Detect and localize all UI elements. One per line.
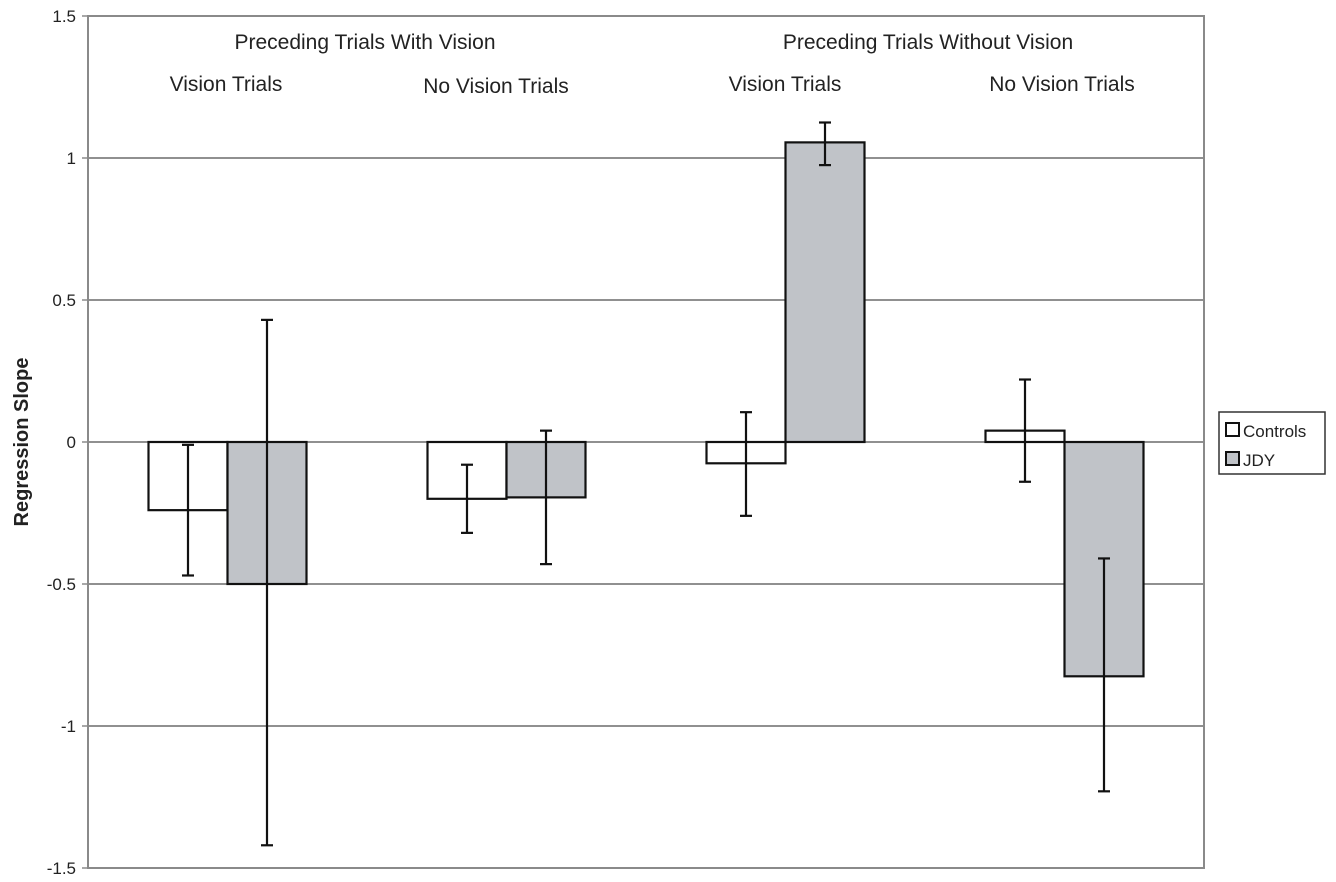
group-header-with-vision: Preceding Trials With Vision — [234, 31, 495, 54]
y-tick-label: -1 — [61, 717, 76, 736]
bars — [147, 141, 1145, 678]
bar-jdy-2 — [784, 141, 866, 444]
legend-swatch-controls — [1225, 422, 1240, 437]
legend-label-controls: Controls — [1243, 422, 1306, 441]
y-tick-label: -1.5 — [47, 859, 76, 878]
y-tick-label: -0.5 — [47, 575, 76, 594]
y-axis-ticks: 1.5 1 0.5 0 -0.5 -1 -1.5 — [47, 7, 88, 878]
y-tick-label: 0.5 — [52, 291, 76, 310]
category-label-no-vision-trials-1: No Vision Trials — [423, 75, 569, 98]
group-header-without-vision: Preceding Trials Without Vision — [783, 31, 1073, 54]
legend-swatch-jdy — [1225, 451, 1240, 466]
category-label-vision-trials-2: Vision Trials — [729, 73, 842, 96]
y-tick-label: 1.5 — [52, 7, 76, 26]
category-label-no-vision-trials-2: No Vision Trials — [989, 73, 1135, 96]
error-bars — [182, 121, 1110, 847]
legend-label-jdy: JDY — [1243, 451, 1275, 470]
category-label-vision-trials-1: Vision Trials — [170, 73, 283, 96]
y-axis-label: Regression Slope — [11, 358, 33, 527]
legend: Controls JDY — [1218, 411, 1326, 475]
y-tick-label: 0 — [67, 433, 76, 452]
y-tick-label: 1 — [67, 149, 76, 168]
